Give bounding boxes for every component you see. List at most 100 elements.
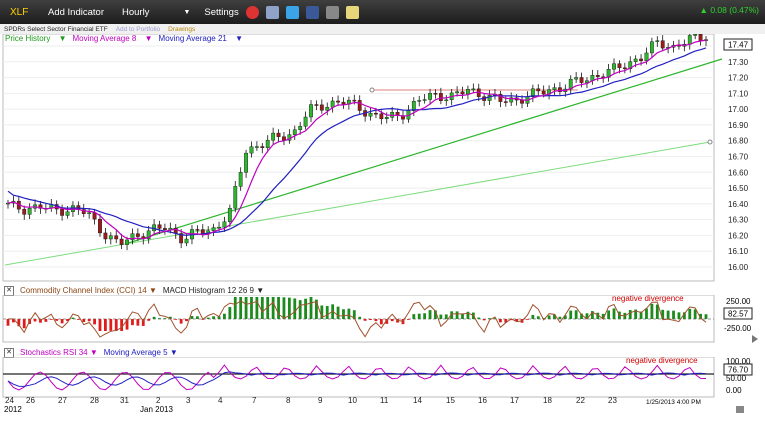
x-axis-label: 14 <box>413 396 422 405</box>
drawings-link[interactable]: Drawings <box>168 25 196 33</box>
candle-body <box>217 226 221 229</box>
macd-bar <box>304 298 307 319</box>
add-indicator-button[interactable]: Add Indicator <box>48 7 104 18</box>
resistance-handle[interactable] <box>369 87 375 93</box>
x-axis: 24 26 27 28 31 2 3 4 7 8 9 10 11 14 15 16 17 18 22 23 2012 … <box>4 396 744 414</box>
macd-bar <box>195 316 199 319</box>
candle-body <box>530 88 535 97</box>
macd-bar <box>515 319 519 322</box>
camera-icon[interactable] <box>325 5 339 19</box>
candle-body <box>81 209 86 214</box>
macd-bar <box>358 316 362 319</box>
candle-body <box>579 77 584 83</box>
stoch-ma-label-text: Moving Average 5 <box>103 348 168 357</box>
candle-body <box>92 212 97 220</box>
price-chart[interactable]: 17.4017.3017.2017.1017.0016.9016.8016.70… <box>0 34 765 282</box>
add-to-portfolio-link[interactable]: Add to Portfolio <box>115 25 161 33</box>
macd-bar <box>482 319 486 321</box>
macd-bar <box>260 297 264 319</box>
macd-bar <box>407 319 410 320</box>
macd-bar <box>439 314 443 319</box>
cci-label[interactable]: Commodity Channel Index (CCI) 14 ▼ <box>20 286 157 295</box>
close-icon[interactable]: ✕ <box>4 347 14 358</box>
stoch-ma-label[interactable]: Moving Average 5 ▼ <box>103 348 178 357</box>
alarm-icon[interactable] <box>245 5 259 19</box>
macd-bar <box>596 312 600 319</box>
legend-price-history[interactable]: Price History ▼ <box>5 34 67 43</box>
macd-bar <box>131 319 134 326</box>
cci-label-text: Commodity Channel Index (CCI) 14 <box>20 286 147 295</box>
close-icon[interactable]: ✕ <box>4 285 14 296</box>
candle-body <box>238 172 243 187</box>
candle-body <box>633 58 638 62</box>
scroll-right-icon[interactable] <box>736 406 744 413</box>
macd-bar <box>55 319 59 321</box>
macd-bar <box>244 297 248 319</box>
scroll-right-icon[interactable] <box>752 335 758 343</box>
settings-button[interactable]: Settings <box>204 7 238 18</box>
facebook-icon[interactable] <box>305 5 319 19</box>
macd-bar <box>461 313 464 319</box>
price-axis-label: 17.30 <box>728 58 749 67</box>
legend-ma21-label: Moving Average 21 <box>158 34 227 43</box>
candle-body <box>612 63 616 70</box>
price-axis-label: 16.20 <box>728 231 749 240</box>
legend-ma8[interactable]: Moving Average 8 ▼ <box>72 34 153 43</box>
x-axis-label: 16 <box>478 396 487 405</box>
macd-bar <box>179 319 183 324</box>
macd-bar <box>672 310 675 319</box>
macd-bar <box>650 303 654 319</box>
ma8-line <box>7 39 707 240</box>
macd-bar <box>320 305 324 319</box>
macd-bar <box>466 311 470 319</box>
price-axis-label: 16.60 <box>728 168 749 177</box>
twitter-icon[interactable] <box>285 5 299 19</box>
trendline-main[interactable] <box>124 58 723 245</box>
quote-value: 0.08 (0.47%) <box>710 5 759 15</box>
legend-ma21[interactable]: Moving Average 21 ▼ <box>158 34 244 43</box>
macd-bar <box>217 316 221 319</box>
trendline-handle[interactable] <box>707 139 713 145</box>
macd-bar <box>444 314 448 319</box>
price-legend: Price History ▼ Moving Average 8 ▼ Movin… <box>5 34 249 43</box>
macd-bar <box>639 311 643 319</box>
macd-bar <box>282 297 286 319</box>
macd-bar <box>558 316 562 319</box>
cci-chart[interactable]: negative divergence 250.00 82.57 -250.00 <box>0 295 765 343</box>
x-axis-label: 8 <box>286 396 291 405</box>
macd-label[interactable]: MACD Histogram 12 26 9 ▼ <box>162 286 265 295</box>
candle-body <box>460 91 465 95</box>
cci-line <box>7 300 707 338</box>
macd-bar <box>342 309 345 319</box>
stoch-chart[interactable]: negative divergence 100.00 76.70 50.00 0… <box>0 357 765 399</box>
x-axis-label: 27 <box>58 396 67 405</box>
candle-body <box>60 208 65 216</box>
candle-body <box>309 104 313 118</box>
candle-body <box>119 238 124 245</box>
macd-bar <box>212 316 216 319</box>
candle-body <box>211 227 216 231</box>
candle-body <box>314 104 319 106</box>
candle-body <box>233 186 238 209</box>
interval-select[interactable]: Hourly ▼ <box>122 7 190 18</box>
notes-icon[interactable] <box>345 5 359 19</box>
macd-bar <box>206 317 210 319</box>
candle-body <box>433 93 438 95</box>
macd-bar <box>93 319 96 325</box>
candle-body <box>639 58 643 61</box>
candle-body <box>574 77 579 80</box>
macd-bar <box>293 298 297 319</box>
macd-bar <box>682 312 686 319</box>
x-axis-label: 4 <box>218 396 223 405</box>
x-axis-label: 22 <box>576 396 585 405</box>
macd-bar <box>168 316 172 319</box>
x-axis-label: 10 <box>348 396 357 405</box>
compare-icon[interactable] <box>265 5 279 19</box>
candle-body <box>498 94 503 102</box>
macd-bar <box>477 317 481 319</box>
legend-price-history-label: Price History <box>5 34 51 43</box>
macd-bar <box>569 310 573 319</box>
chevron-down-icon: ▼ <box>183 8 191 16</box>
stoch-label[interactable]: Stochastics RSI 34 ▼ <box>20 348 98 357</box>
macd-bar <box>412 314 416 319</box>
